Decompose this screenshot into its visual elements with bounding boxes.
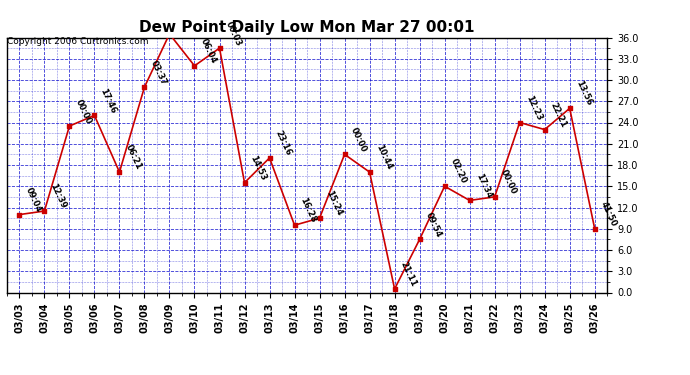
Text: 15:24: 15:24 (324, 189, 343, 217)
Point (39, 208, 50, 214)
Text: 22:21: 22:21 (549, 100, 569, 129)
Text: 12:39: 12:39 (48, 182, 68, 210)
Point (364, 169, 375, 175)
Point (214, 45, 225, 51)
Point (239, 180, 250, 186)
Point (489, 194, 500, 200)
Text: 16:28: 16:28 (299, 196, 318, 224)
Text: 06:21: 06:21 (124, 143, 143, 171)
Point (564, 105, 575, 111)
Point (139, 84, 150, 90)
Point (289, 222, 300, 228)
Point (189, 63, 200, 69)
Point (514, 120, 525, 126)
Text: 06:04: 06:04 (199, 37, 218, 65)
Text: 09:04: 09:04 (23, 186, 43, 214)
Point (64, 123, 75, 129)
Point (314, 215, 325, 221)
Text: 20:05: 20:05 (0, 374, 1, 375)
Text: 17:34: 17:34 (474, 172, 493, 200)
Point (464, 197, 475, 203)
Point (339, 152, 350, 157)
Text: 17:46: 17:46 (99, 87, 118, 115)
Text: 09:54: 09:54 (424, 211, 443, 238)
Text: 00:03: 00:03 (224, 20, 243, 47)
Text: 21:11: 21:11 (399, 260, 418, 288)
Point (264, 155, 275, 161)
Point (114, 169, 125, 175)
Text: 10:44: 10:44 (374, 143, 393, 171)
Text: Copyright 2006 Curtronics.com: Copyright 2006 Curtronics.com (7, 38, 148, 46)
Text: 12:23: 12:23 (524, 94, 543, 122)
Text: 00:00: 00:00 (74, 98, 93, 125)
Point (439, 183, 450, 189)
Text: 13:56: 13:56 (574, 80, 593, 108)
Text: 02:20: 02:20 (448, 158, 469, 186)
Text: 41:50: 41:50 (599, 200, 618, 228)
Text: 00:00: 00:00 (348, 126, 368, 154)
Text: 14:53: 14:53 (248, 154, 268, 182)
Point (414, 236, 425, 242)
Point (164, 31, 175, 37)
Text: 23:16: 23:16 (274, 129, 293, 157)
Text: 00:00: 00:00 (499, 168, 518, 196)
Point (539, 127, 550, 133)
Point (589, 226, 600, 232)
Point (389, 286, 400, 292)
Text: 03:37: 03:37 (148, 58, 168, 86)
Title: Dew Point Daily Low Mon Mar 27 00:01: Dew Point Daily Low Mon Mar 27 00:01 (139, 20, 475, 35)
Point (14, 211, 25, 217)
Point (89, 112, 100, 118)
